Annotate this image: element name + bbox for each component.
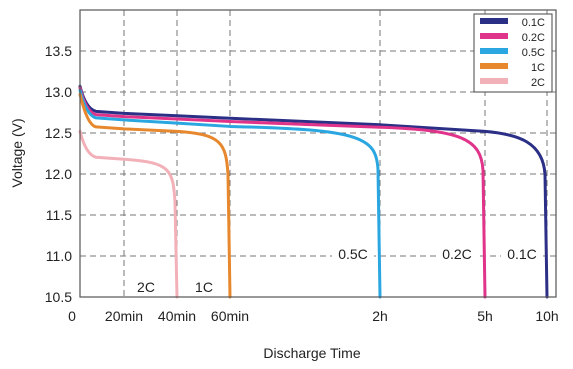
y-tick-label-13-5: 13.5	[45, 43, 72, 59]
legend-swatch-1c	[480, 63, 508, 69]
x-tick-label-0: 0	[68, 308, 76, 324]
annotation-bg-0-5c	[332, 245, 374, 263]
y-tick-label-12-5: 12.5	[45, 125, 72, 141]
legend-label-2c: 2C	[531, 77, 545, 89]
y-tick-label-12-0: 12.0	[45, 166, 72, 182]
vertical-gridlines	[123, 10, 548, 297]
annotation-bg-0-1c	[501, 245, 543, 263]
annotation-bg-1c	[183, 278, 225, 296]
y-tick-label-11-0: 11.0	[46, 248, 72, 264]
legend-swatch-0-5c	[480, 48, 508, 54]
annotation-0-2c: 0.2C	[442, 246, 472, 262]
x-tick-label-10h: 10h	[535, 308, 558, 324]
discharge-curves	[78, 84, 549, 299]
legend-label-1c: 1C	[531, 62, 545, 74]
series-line-1c	[78, 92, 232, 299]
legend-label-0-1c: 0.1C	[522, 17, 545, 29]
annotation-0-1c: 0.1C	[507, 246, 537, 262]
x-tick-label-40min: 40min	[158, 308, 196, 324]
x-tick-label-20min: 20min	[105, 308, 143, 324]
annotation-2c: 2C	[137, 279, 155, 295]
legend-swatch-0-2c	[480, 33, 508, 39]
x-axis-title: Discharge Time	[263, 345, 360, 361]
legend-label-0-2c: 0.2C	[522, 32, 545, 44]
series-line-0-5c	[78, 88, 382, 299]
legend-swatch-2c	[480, 78, 508, 84]
x-tick-labels: 0 20min 40min 60min 2h 5h 10h	[68, 308, 559, 324]
legend: 0.1C 0.2C 0.5C 1C 2C	[473, 13, 553, 93]
y-tick-label-13-0: 13.0	[45, 84, 72, 100]
curve-annotations: 2C 1C 0.5C 0.2C 0.1C	[125, 245, 543, 296]
series-line-2c	[78, 129, 179, 299]
legend-label-0-5c: 0.5C	[522, 47, 545, 59]
y-tick-label-11-5: 11.5	[46, 207, 72, 223]
legend-swatch-0-1c	[480, 18, 508, 24]
x-tick-label-2h: 2h	[372, 308, 388, 324]
y-axis-title: Voltage (V)	[9, 118, 25, 187]
annotation-bg-0-2c	[436, 245, 478, 263]
x-tick-label-60min: 60min	[211, 308, 249, 324]
y-tick-labels: 10.5 11.0 11.5 12.0 12.5 13.0 13.5	[45, 43, 72, 305]
annotation-1c: 1C	[195, 279, 213, 295]
annotation-bg-2c	[125, 278, 167, 296]
plot-frame	[79, 9, 557, 298]
y-tick-label-10-5: 10.5	[45, 289, 72, 305]
annotation-0-5c: 0.5C	[338, 246, 368, 262]
x-tick-label-5h: 5h	[477, 308, 493, 324]
